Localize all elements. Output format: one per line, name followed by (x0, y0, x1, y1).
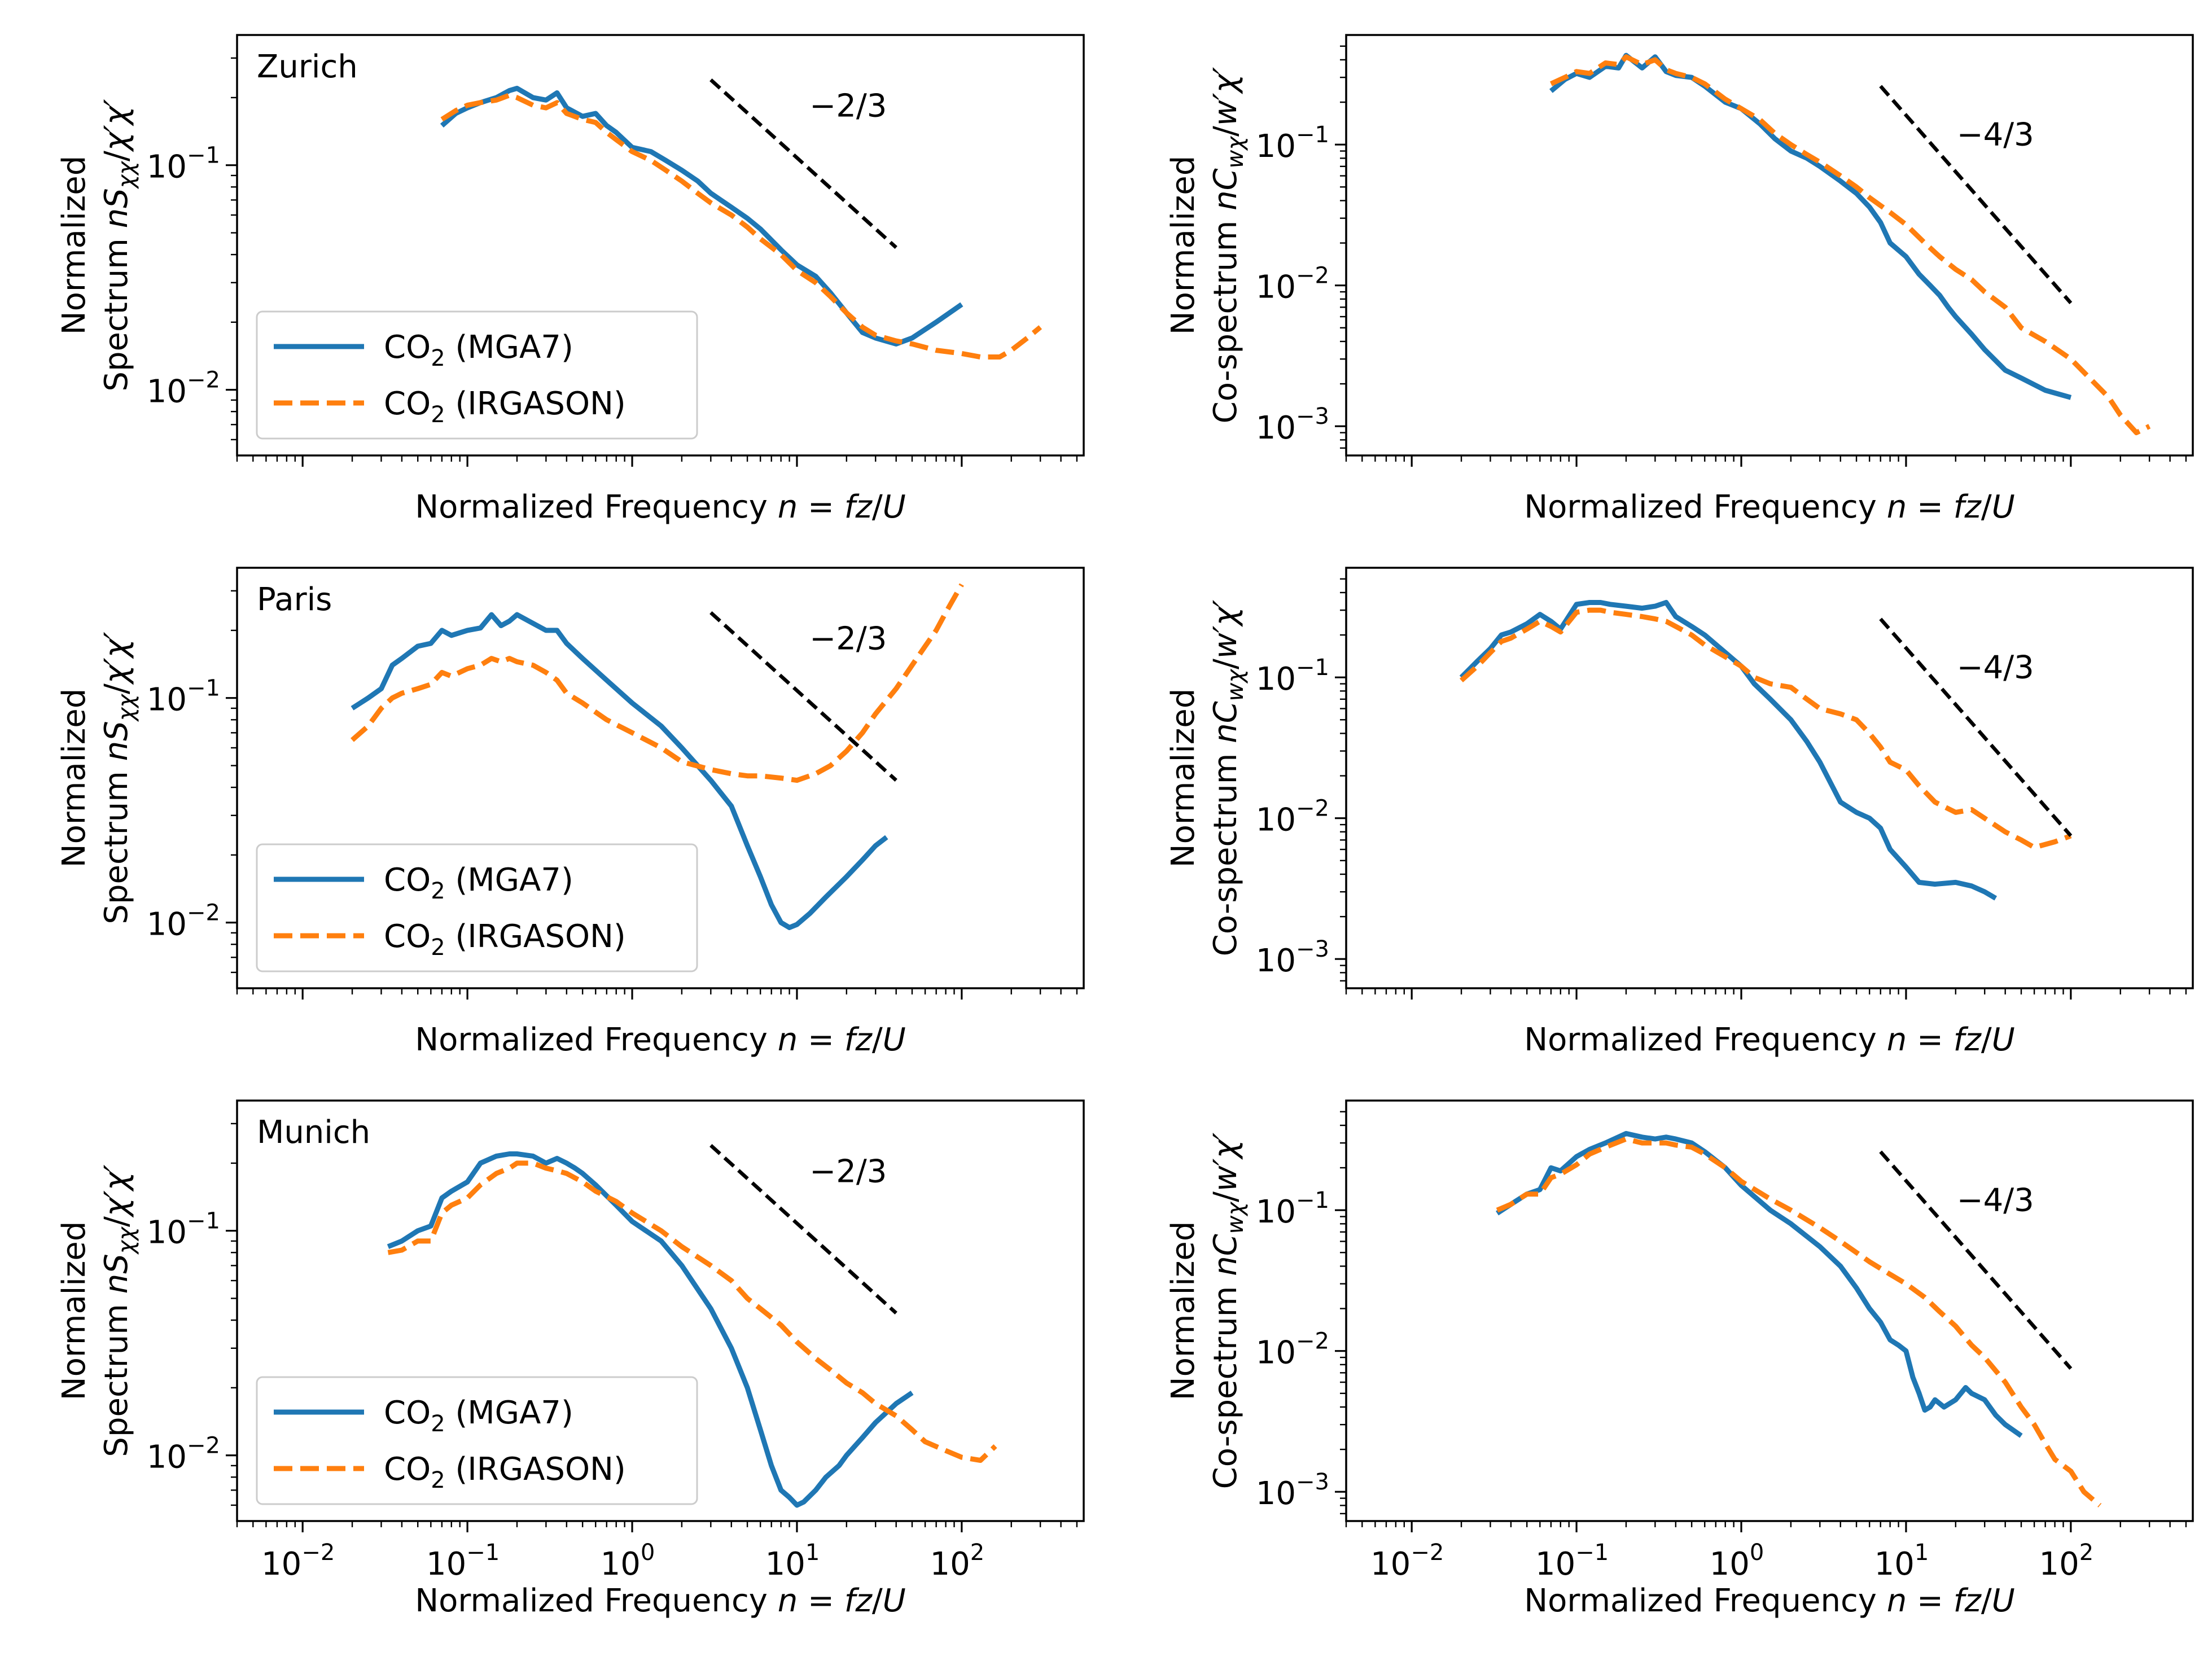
x-tick-label: 10−1 (1535, 1540, 1609, 1583)
site-label: Paris (257, 581, 332, 618)
y-tick-label: 10−2 (147, 1433, 220, 1476)
legend-box (256, 310, 698, 440)
axes-frame (1345, 1099, 2194, 1522)
x-tick-label: 102 (2039, 1540, 2094, 1583)
slope-label: −2/3 (809, 1153, 887, 1190)
slope-reference-line (709, 78, 897, 249)
y-tick-label: 10−1 (1256, 122, 1329, 165)
x-tick-label: 10−1 (426, 1540, 500, 1583)
slope-label: −4/3 (1957, 650, 2034, 686)
slope-reference-line (1879, 85, 2073, 304)
legend-label-irgason: CO2 (IRGASON) (384, 918, 626, 961)
series-irgason-line (1460, 607, 2072, 850)
y-axis-label-line2: Spectrum nSχχ/χ′χ′ (98, 632, 139, 924)
x-tick-label: 10−2 (1370, 1540, 1444, 1583)
site-label: Zurich (257, 49, 358, 85)
x-tick-label: 102 (930, 1540, 985, 1583)
y-axis-label-line1: Normalized (1165, 156, 1202, 335)
x-axis-label: Normalized Frequency n = fz/U (1524, 1583, 2014, 1619)
x-tick-label: 100 (1710, 1540, 1764, 1583)
panel-3: 10−1 10−2 10−3 Normalized Frequency n = fz/… (1165, 567, 2194, 1058)
y-tick-label: 10−2 (1256, 1329, 1329, 1371)
legend-label-irgason: CO2 (IRGASON) (384, 1451, 626, 1493)
legend-box (256, 1376, 698, 1505)
y-axis-label-line1: Normalized (1165, 689, 1202, 868)
axes-frame (236, 34, 1085, 457)
y-axis-label-line2: Spectrum nSχχ/χ′χ′ (98, 99, 139, 391)
y-axis-label-line1: Normalized (56, 1221, 93, 1401)
site-label: Munich (257, 1114, 370, 1151)
slope-reference-line (709, 611, 897, 782)
legend-label-irgason: CO2 (IRGASON) (384, 385, 626, 428)
series-mga7-line (351, 612, 888, 930)
slope-label: −2/3 (809, 620, 887, 657)
panel-4: 10−1 10−2 10−2 10−1 100 101 102 Normalized Freq… (56, 1099, 1085, 1619)
y-tick-label: 10−1 (147, 1208, 220, 1251)
series-irgason-line (440, 93, 1043, 360)
y-tick-label: 10−1 (1256, 1187, 1329, 1230)
y-tick-label: 10−2 (1256, 796, 1329, 839)
y-tick-label: 10−3 (1256, 1469, 1329, 1512)
axes-frame (236, 567, 1085, 989)
y-tick-label: 10−2 (1256, 263, 1329, 306)
slope-reference-line (709, 1144, 897, 1314)
axes-frame (1345, 34, 2194, 457)
y-tick-label: 10−1 (147, 676, 220, 718)
legend-label-mga7: CO2 (MGA7) (384, 329, 573, 371)
x-axis-label: Normalized Frequency n = fz/U (1524, 489, 2014, 525)
series-mga7-line (1459, 600, 1998, 901)
series-irgason-line (387, 1160, 997, 1463)
x-axis-label: Normalized Frequency n = fz/U (415, 1022, 905, 1058)
series-mga7-line (1496, 1130, 2023, 1438)
panel-0: 10−1 10−2 Normalized Frequency n = fz/U Nor… (56, 34, 1085, 525)
y-tick-label: 10−3 (1256, 936, 1329, 979)
x-tick-label: 101 (1874, 1540, 1929, 1583)
slope-reference-line (1879, 1150, 2073, 1370)
y-axis-label-line1: Normalized (1165, 1221, 1202, 1401)
x-axis-label: Normalized Frequency n = fz/U (1524, 1022, 2014, 1058)
axes-frame (1345, 567, 2194, 989)
y-tick-label: 10−2 (147, 900, 220, 943)
y-tick-label: 10−2 (147, 367, 220, 410)
x-tick-label: 10−2 (261, 1540, 335, 1583)
y-tick-label: 10−3 (1256, 404, 1329, 446)
panel-5: 10−1 10−2 10−3 10−2 10−1 100 101 102 Normalized … (1165, 1099, 2194, 1619)
y-axis-label-line2: Co-spectrum nCwχ/w′χ′ (1207, 1132, 1249, 1489)
y-tick-label: 10−1 (147, 143, 220, 186)
y-axis-label-line1: Normalized (56, 689, 93, 868)
panel-1: 10−1 10−2 10−3 Normalized Frequency n = fz/… (1165, 34, 2194, 525)
panel-2: 10−1 10−2 Normalized Frequency n = fz/U Nor… (56, 567, 1085, 1058)
y-axis-label-line2: Co-spectrum nCwχ/w′χ′ (1207, 599, 1249, 956)
series-mga7-line (387, 1151, 914, 1508)
y-axis-label-line1: Normalized (56, 156, 93, 335)
slope-label: −2/3 (809, 87, 887, 124)
slope-reference-line (1879, 617, 2073, 837)
slope-label: −4/3 (1957, 117, 2034, 154)
series-irgason-line (1496, 1136, 2102, 1507)
series-irgason-line (351, 583, 964, 783)
legend-box (256, 843, 698, 972)
legend-label-mga7: CO2 (MGA7) (384, 1395, 573, 1437)
x-axis-label: Normalized Frequency n = fz/U (415, 1583, 905, 1619)
x-axis-label: Normalized Frequency n = fz/U (415, 489, 905, 525)
y-axis-label-line2: Spectrum nSχχ/χ′χ′ (98, 1164, 139, 1457)
y-tick-label: 10−1 (1256, 655, 1329, 698)
series-irgason-line (1550, 54, 2151, 436)
x-tick-label: 100 (601, 1540, 655, 1583)
axes-frame (236, 1099, 1085, 1522)
legend-label-mga7: CO2 (MGA7) (384, 862, 573, 904)
x-tick-label: 101 (765, 1540, 820, 1583)
slope-label: −4/3 (1957, 1182, 2034, 1219)
y-axis-label-line2: Co-spectrum nCwχ/w′χ′ (1207, 67, 1249, 423)
